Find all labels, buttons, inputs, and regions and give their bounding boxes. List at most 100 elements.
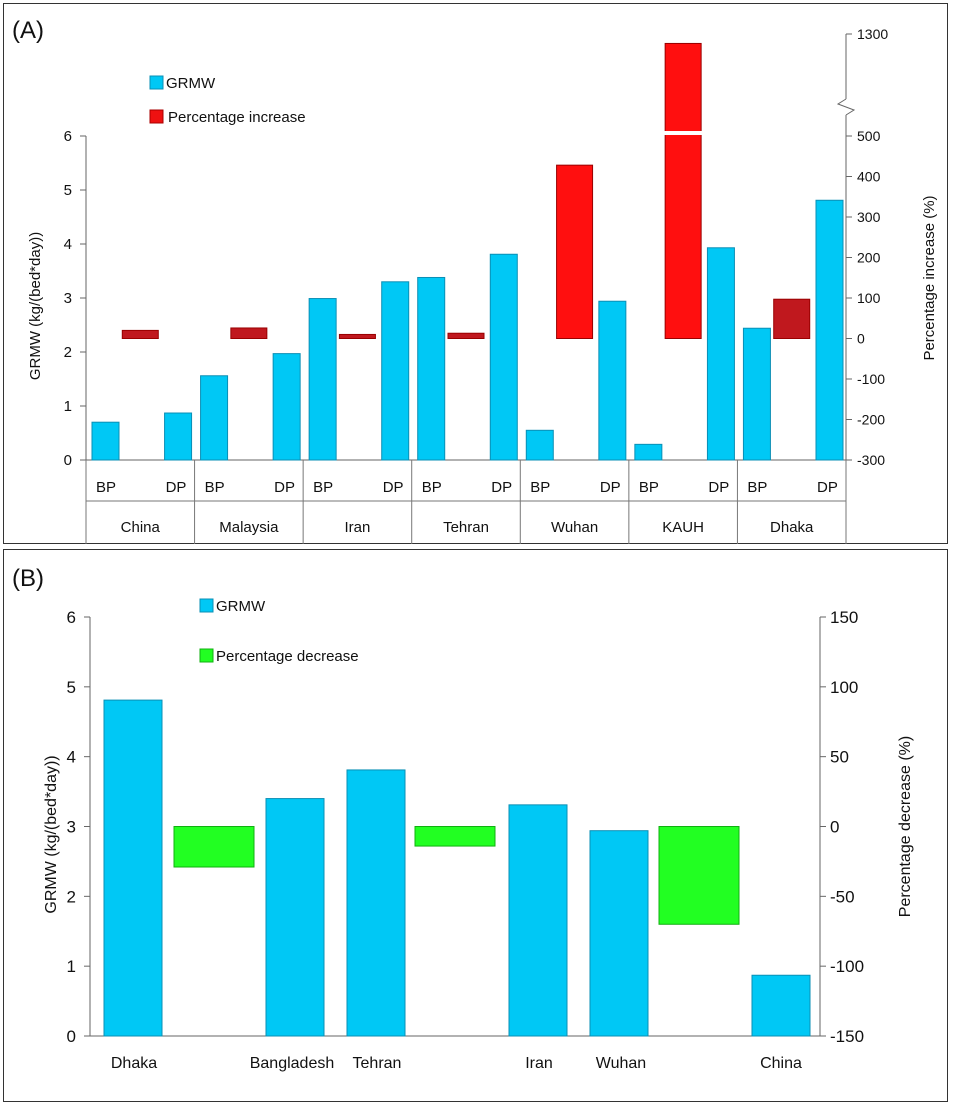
panel-label: (A) (12, 17, 44, 44)
legend-label-grmw: GRMW (166, 75, 216, 92)
bar-bp (91, 421, 120, 461)
y-axis-title: GRMW (kg/(bed*day)) (27, 232, 44, 380)
bar-percentage (664, 42, 702, 339)
x-category-label: Tehran (353, 1055, 402, 1072)
y-tick-label: 3 (64, 290, 72, 307)
bar-bp (417, 276, 446, 461)
y2-tick-label: 300 (857, 209, 881, 225)
y-axis-title: GRMW (kg/(bed*day)) (43, 755, 60, 913)
y2-tick-label: 400 (857, 169, 881, 185)
y2-tick-label: -200 (857, 412, 885, 428)
x-sublabel-dp: DP (274, 479, 295, 496)
legend-swatch-grmw (199, 598, 214, 613)
x-sublabel-bp: BP (747, 479, 767, 496)
y-tick-label: 6 (67, 608, 76, 627)
bar-grmw (589, 830, 649, 1037)
x-category-label: Iran (525, 1055, 553, 1072)
x-category-label: Wuhan (596, 1055, 646, 1072)
x-sublabel-bp: BP (205, 479, 225, 496)
y2-tick-label: 100 (830, 678, 858, 697)
x-category-label: KAUH (662, 519, 704, 536)
y2-tick-label: 150 (830, 608, 858, 627)
bar-grmw (103, 699, 163, 1037)
bar-percentage (338, 333, 376, 340)
bar-dp (164, 412, 193, 461)
bar-dp (706, 247, 735, 461)
x-sublabel-bp: BP (96, 479, 116, 496)
bar-grmw (265, 798, 325, 1037)
bar-grmw (346, 769, 406, 1037)
x-sublabel-dp: DP (708, 479, 729, 496)
y2-tick-label: -100 (830, 957, 864, 976)
y-tick-label: 2 (67, 887, 76, 906)
x-category-label: Iran (344, 519, 370, 536)
y2-tick-label: -50 (830, 887, 855, 906)
legend-swatch-percentage (199, 648, 214, 663)
x-sublabel-bp: BP (639, 479, 659, 496)
y-tick-label: 5 (64, 182, 72, 199)
y-tick-label: 0 (64, 452, 72, 469)
bar-grmw (508, 804, 568, 1037)
x-sublabel-bp: BP (313, 479, 333, 496)
y-tick-label: 1 (64, 398, 72, 415)
y2-tick-label: 0 (830, 818, 839, 837)
y2-tick-label: 500 (857, 128, 881, 144)
legend-label-grmw: GRMW (216, 598, 266, 615)
bar-bp (525, 429, 554, 461)
bar-dp (815, 199, 844, 461)
y-tick-label: 4 (67, 748, 76, 767)
y2-tick-label: -100 (857, 371, 885, 387)
bar-bp (742, 327, 771, 461)
bar-break-mark (664, 131, 703, 135)
x-category-label: China (121, 519, 161, 536)
legend-label-percentage: Percentage increase (168, 109, 306, 126)
bar-bp (200, 375, 229, 461)
y-tick-label: 0 (67, 1027, 76, 1046)
bar-percentage-decrease (414, 826, 496, 847)
y2-tick-label: 200 (857, 250, 881, 266)
panel-b: (B) GRMW Percentage decrease 0 1 2 3 4 5 6 -150 -10… (3, 549, 948, 1102)
y-tick-label: 3 (67, 818, 76, 837)
chart-a: (A) GRMW Percentage increase 1300 0 1 2 3 4 5 6 -30… (12, 17, 938, 544)
x-sublabel-dp: DP (600, 479, 621, 496)
bar-percentage (556, 164, 594, 339)
bar-percentage (447, 332, 485, 339)
y2-axis-title: Percentage decrease (%) (897, 736, 914, 917)
bar-grmw (751, 974, 811, 1037)
panel-label: (B) (12, 565, 44, 592)
y-tick-label: 1 (67, 957, 76, 976)
bar-dp (489, 253, 518, 461)
bar-dp (272, 353, 301, 461)
x-category-label: Malaysia (219, 519, 279, 536)
x-sublabel-dp: DP (166, 479, 187, 496)
x-category-label: Dhaka (111, 1055, 157, 1072)
x-sublabel-bp: BP (530, 479, 550, 496)
x-category-label: Dhaka (770, 519, 814, 536)
y2-axis-title: Percentage increase (%) (921, 195, 938, 360)
legend-swatch-percentage (149, 109, 164, 124)
bar-percentage (230, 327, 268, 340)
y-tick-label: 5 (67, 678, 76, 697)
y2-tick-label: -150 (830, 1027, 864, 1046)
x-sublabel-dp: DP (383, 479, 404, 496)
y2-tick-label: 50 (830, 748, 849, 767)
bar-dp (381, 281, 410, 461)
x-category-label: Wuhan (551, 519, 598, 536)
bar-percentage (773, 298, 811, 339)
legend-label-percentage: Percentage decrease (216, 648, 359, 665)
y-tick-label: 4 (64, 236, 72, 253)
y2-tick-label: -300 (857, 452, 885, 468)
y2-tick-label-top: 1300 (857, 26, 888, 42)
legend-swatch-grmw (149, 75, 164, 90)
bar-percentage (121, 329, 159, 339)
x-category-label: Bangladesh (250, 1055, 335, 1072)
y2-tick-label: 100 (857, 290, 881, 306)
bar-bp (308, 298, 337, 461)
bar-percentage-decrease (173, 826, 255, 868)
y-tick-label: 6 (64, 128, 72, 145)
x-sublabel-dp: DP (817, 479, 838, 496)
x-category-label: Tehran (443, 519, 489, 536)
x-sublabel-bp: BP (422, 479, 442, 496)
bar-bp (634, 443, 663, 461)
bar-dp (598, 300, 627, 461)
